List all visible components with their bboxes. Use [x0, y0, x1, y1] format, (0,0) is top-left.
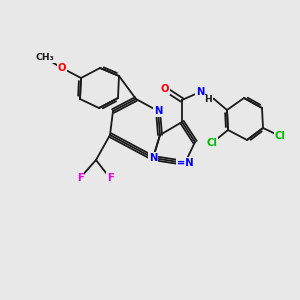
Text: N: N [149, 153, 157, 163]
Text: O: O [58, 63, 66, 73]
Text: =N: =N [177, 158, 193, 168]
Text: F: F [106, 173, 113, 183]
Text: Cl: Cl [207, 138, 218, 148]
Text: O: O [161, 84, 169, 94]
Text: CH₃: CH₃ [36, 53, 54, 62]
Text: H: H [204, 95, 212, 104]
Text: Cl: Cl [274, 131, 285, 141]
Text: N: N [196, 87, 204, 97]
Text: N: N [154, 106, 162, 116]
Text: F: F [76, 173, 83, 183]
